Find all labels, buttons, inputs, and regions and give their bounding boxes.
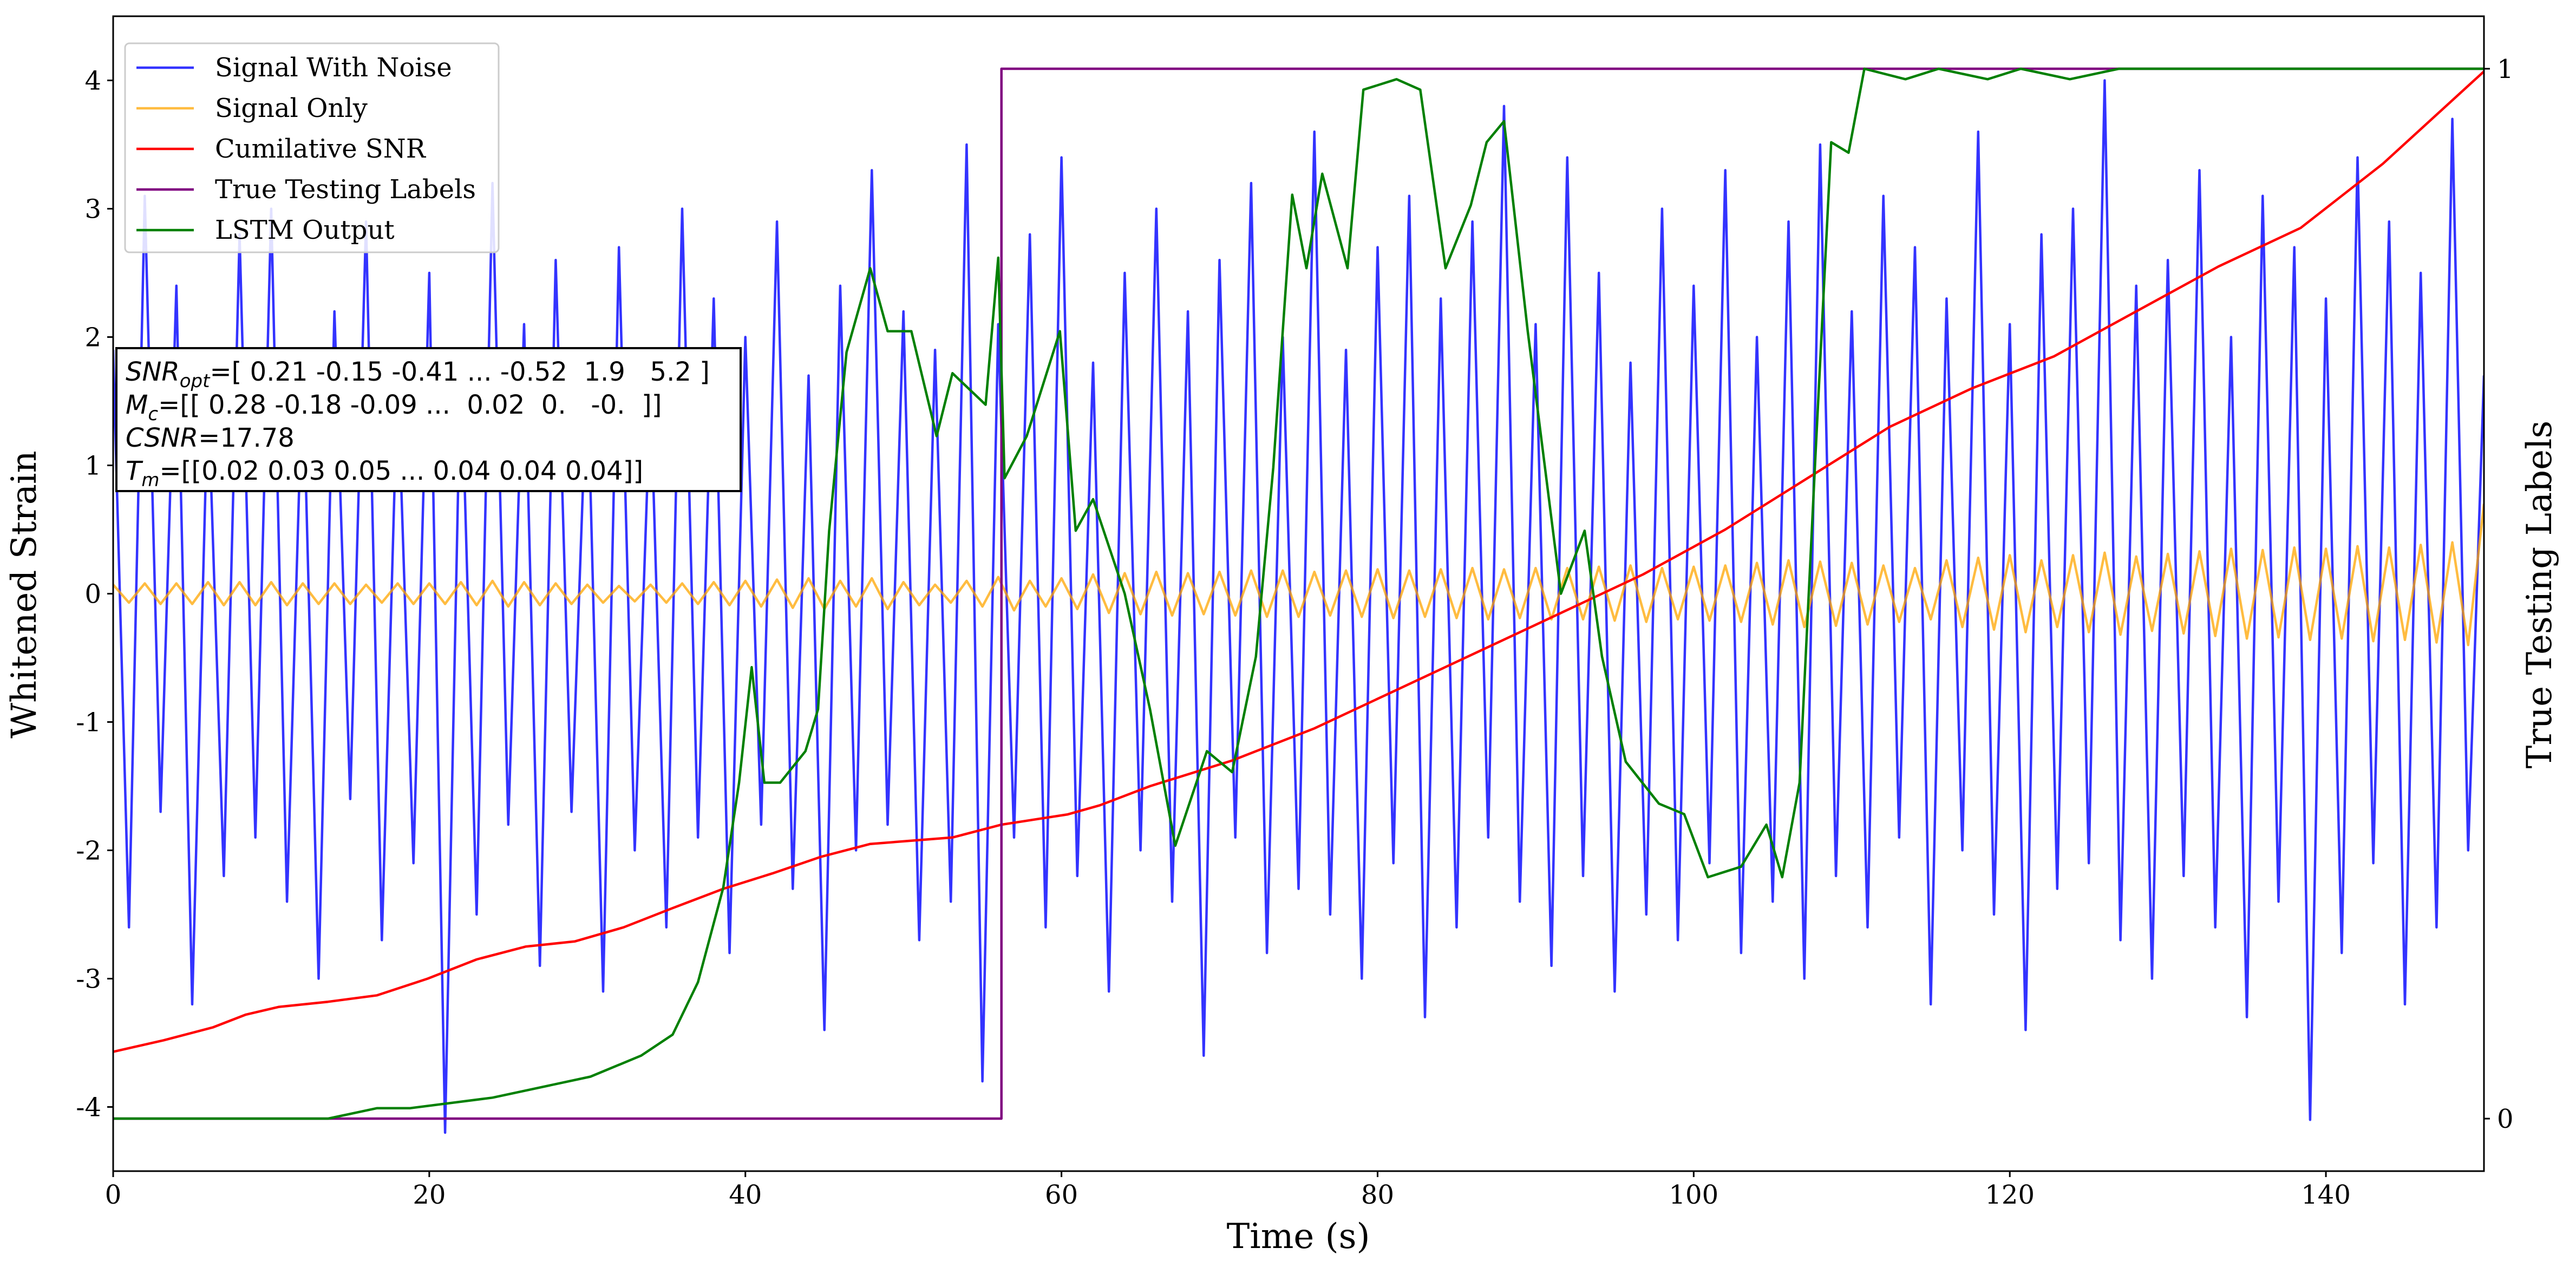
- y-axis-label: Whitened Strain: [4, 450, 44, 738]
- series-line: [113, 67, 2484, 1120]
- legend-label: Cumilative SNR: [215, 134, 427, 164]
- y-tick-label: 0: [84, 579, 101, 610]
- x-tick-label: 100: [1669, 1180, 1719, 1210]
- y2-tick-label: 1: [2497, 54, 2514, 84]
- annotation-subscript: opt: [180, 370, 211, 392]
- y-tick-label: -3: [76, 964, 101, 995]
- series-line: [113, 70, 2484, 1053]
- y2-tick-label: 0: [2497, 1104, 2514, 1134]
- legend-label: True Testing Labels: [215, 174, 476, 205]
- y-tick-label: 4: [84, 66, 101, 96]
- series-line: [113, 67, 2484, 1120]
- plot-area: [113, 67, 2484, 1134]
- annotation-line: Mc=[[ 0.28 -0.18 -0.09 ... 0.02 0. -0. ]…: [126, 390, 662, 425]
- legend-label: Signal Only: [215, 93, 368, 123]
- annotation-text: =17.78: [198, 423, 295, 453]
- annotation-text: =[[ 0.28 -0.18 -0.09 ... 0.02 0. -0. ]]: [158, 390, 662, 420]
- annotation-subscript: m: [141, 469, 159, 491]
- x-tick-label: 20: [413, 1180, 446, 1210]
- x-tick-label: 80: [1361, 1180, 1394, 1210]
- y-tick-label: 3: [84, 194, 101, 225]
- x-tick-label: 60: [1045, 1180, 1078, 1210]
- series-line: [113, 504, 2484, 646]
- x-axis-label: Time (s): [1227, 1217, 1370, 1257]
- annotation-line: Tm=[[0.02 0.03 0.05 ... 0.04 0.04 0.04]]: [126, 456, 643, 491]
- annotation-symbol: T: [126, 456, 143, 486]
- x-tick-label: 120: [1985, 1180, 2035, 1210]
- x-tick-label: 140: [2301, 1180, 2351, 1210]
- y-tick-label: 2: [84, 323, 101, 353]
- legend: Signal With Noise Signal Only Cumilative S…: [124, 42, 500, 253]
- y2-axis-label: True Testing Labels: [2520, 421, 2560, 769]
- y-tick-label: -1: [76, 708, 101, 738]
- y-tick-label: -4: [76, 1093, 101, 1123]
- y-tick-label: 1: [84, 451, 101, 481]
- legend-box: [124, 42, 500, 253]
- x-tick-label: 40: [729, 1180, 762, 1210]
- annotation-subscript: c: [148, 403, 158, 425]
- y-tick-label: -2: [76, 836, 101, 866]
- annotation-symbol: CSNR: [126, 423, 198, 453]
- annotation-symbol: M: [126, 390, 148, 420]
- x-tick-label: 0: [105, 1180, 122, 1210]
- annotation-symbol: SNR: [126, 357, 180, 387]
- annotation: SNRopt=[ 0.21 -0.15 -0.41 ... -0.52 1.9 …: [115, 347, 742, 492]
- annotation-line: SNRopt=[ 0.21 -0.15 -0.41 ... -0.52 1.9 …: [126, 357, 710, 392]
- legend-label: Signal With Noise: [215, 53, 452, 83]
- legend-label: LSTM Output: [215, 215, 395, 245]
- series-line: [113, 79, 2484, 1134]
- annotation-text: =[[0.02 0.03 0.05 ... 0.04 0.04 0.04]]: [159, 456, 643, 486]
- annotation-box: [115, 347, 742, 492]
- annotation-line: CSNR=17.78: [126, 423, 295, 453]
- annotation-text: =[ 0.21 -0.15 -0.41 ... -0.52 1.9 5.2 ]: [210, 357, 709, 387]
